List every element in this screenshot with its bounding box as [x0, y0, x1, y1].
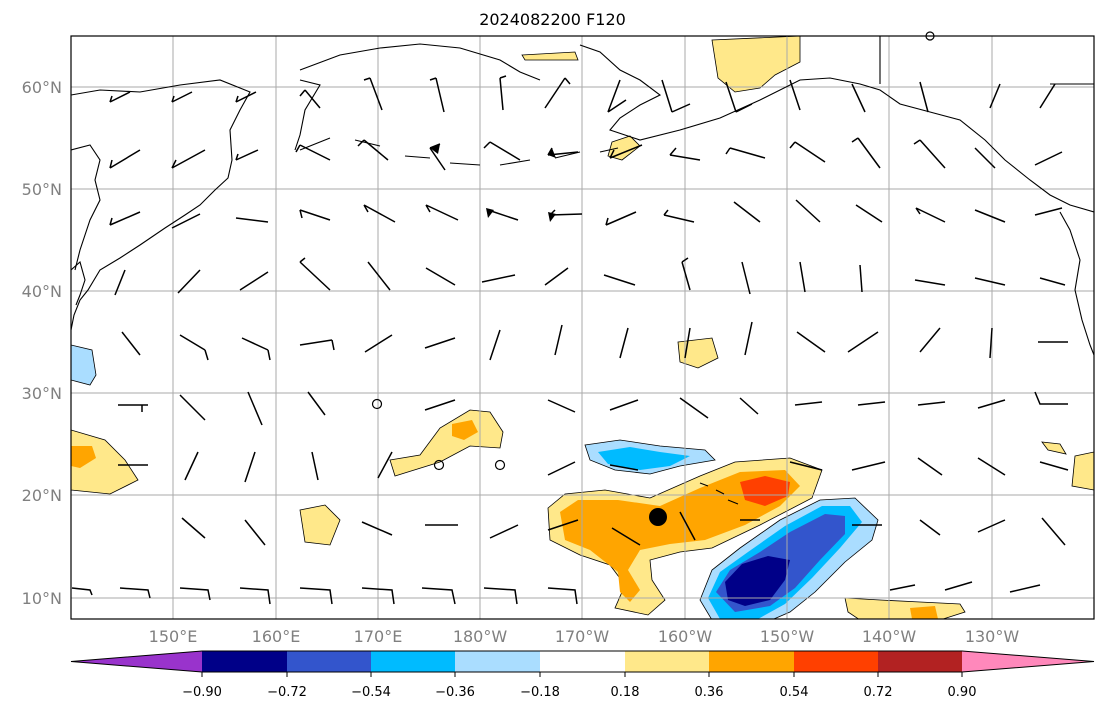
colorbar-swatch [287, 651, 371, 672]
colorbar-swatch [540, 651, 625, 672]
colorbar-tick-label: −0.18 [520, 685, 560, 700]
lon-label: 160°E [252, 627, 301, 646]
lon-label: 160°W [658, 627, 713, 646]
lat-label: 60°N [22, 78, 62, 97]
colorbar-swatch [202, 651, 287, 672]
colorbar-tick-label: −0.90 [182, 685, 222, 700]
lon-label: 170°W [555, 627, 610, 646]
colorbar-swatch [878, 651, 962, 672]
coastline-kamchatka [294, 79, 321, 151]
colorbar-extend-high [962, 651, 1094, 672]
wind-barbs [71, 75, 1069, 605]
colorbar-tick-label: 0.18 [611, 685, 640, 700]
colorbar-tick-label: 0.54 [780, 685, 809, 700]
colorbar-tick-label: −0.54 [351, 685, 391, 700]
colorbar-tick-label: −0.36 [435, 685, 475, 700]
coastline-japan [71, 261, 86, 306]
colorbar-swatch [455, 651, 540, 672]
colorbar-swatch [709, 651, 794, 672]
lat-label: 20°N [22, 486, 62, 505]
lat-axis: 60°N 50°N 40°N 30°N 20°N 10°N [22, 78, 62, 608]
colorbar-swatch [625, 651, 709, 672]
shade-positive-east-edge [1071, 451, 1094, 491]
lon-label: 180°W [453, 627, 508, 646]
shade-positive-west-core [71, 446, 96, 468]
shade-positive-dateline [389, 409, 504, 477]
shade-positive-aleut [607, 135, 641, 161]
coastline-chukotka [299, 43, 541, 81]
lon-label: 170°E [354, 627, 403, 646]
lat-label: 30°N [22, 384, 62, 403]
lon-axis: 150°E 160°E 170°E 180°W 170°W 160°W 150°… [149, 627, 1020, 646]
storm-center-marker [649, 508, 667, 526]
colorbar-swatch [371, 651, 455, 672]
lon-label: 150°W [760, 627, 815, 646]
lat-label: 50°N [22, 180, 62, 199]
shade-positive-mid [677, 337, 719, 369]
colorbar-extend-low [71, 651, 202, 672]
shade-positive-hawaii-max [740, 476, 790, 506]
coastline-canada-border [879, 36, 1094, 85]
coastline-hawaii [699, 482, 739, 505]
coastline-aleutians [299, 137, 619, 166]
coastline-siberia [71, 79, 251, 331]
colorbar-tick-label: 0.72 [864, 685, 893, 700]
lon-label: 150°E [149, 627, 198, 646]
colorbar-tick-label: −0.72 [267, 685, 307, 700]
shade-positive-se [844, 597, 966, 619]
coastline-okhotsk [71, 144, 101, 271]
colorbar-swatch [794, 651, 878, 672]
colorbar-tick-label: 0.90 [948, 685, 977, 700]
graticule [71, 36, 1094, 619]
shade-positive-east-small [1041, 441, 1067, 455]
lat-label: 10°N [22, 589, 62, 608]
coastline-westcoast [1059, 211, 1094, 356]
colorbar: −0.90 −0.72 −0.54 −0.36 −0.18 0.18 0.36 … [70, 650, 1095, 700]
shade-positive-bering [521, 51, 579, 61]
lon-label: 140°W [862, 627, 917, 646]
shade-negative-west [71, 344, 97, 386]
coastline-alaska [579, 44, 1094, 213]
wind-flags [430, 144, 556, 222]
shade-positive-se-core [910, 606, 938, 619]
shade-positive-small [299, 504, 341, 546]
calm-markers [371, 31, 935, 471]
shade-negative-hawaii-core [598, 447, 690, 470]
shade-positive-alaska [711, 36, 801, 93]
map-title: 2024082200 F120 [479, 10, 626, 29]
shade-positive-hawaii-core [560, 470, 800, 602]
shade-positive-dateline-core [452, 420, 478, 440]
shade-negative-east-core [725, 556, 790, 606]
map-frame [70, 35, 1095, 620]
lat-label: 40°N [22, 282, 62, 301]
lon-label: 130°W [965, 627, 1020, 646]
coastlines [71, 36, 1094, 505]
colorbar-tick-label: 0.36 [695, 685, 724, 700]
